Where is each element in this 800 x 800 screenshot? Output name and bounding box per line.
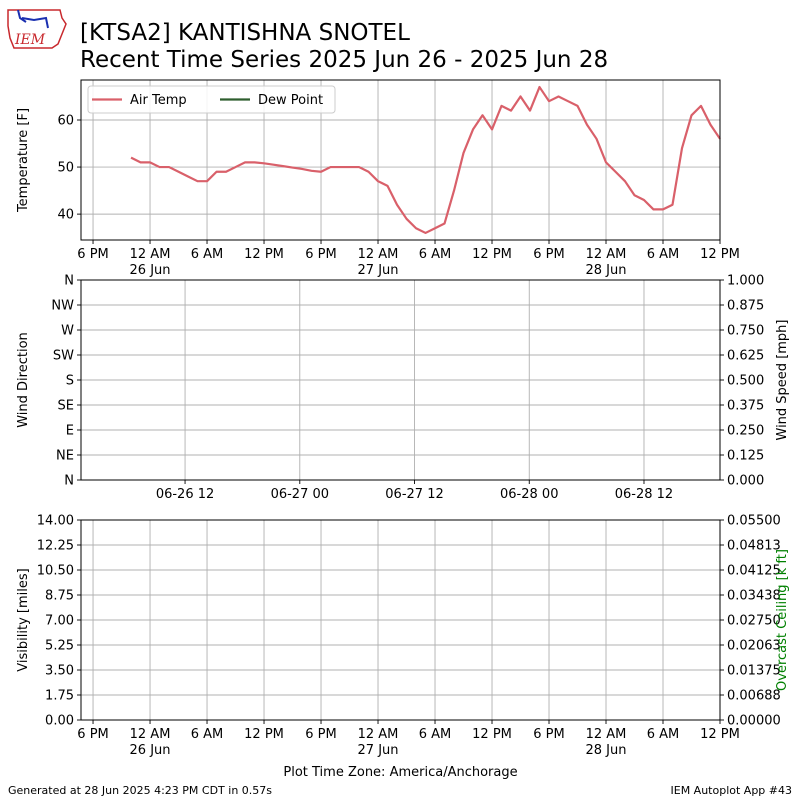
y2-tick-label: 0.02750: [727, 614, 781, 629]
series-line: [130, 85, 721, 235]
y-tick-label: 14.00: [37, 514, 74, 529]
y-tick-label: 8.75: [45, 589, 74, 604]
y2-tick-label: 1.000: [727, 274, 764, 289]
panel: 0.00 1.75 3.50 5.25 7.00 8.75 10.50 12.25 14.00 0…: [16, 514, 790, 781]
x-tick-label: 6 AM: [191, 247, 224, 262]
legend: Air Temp Dew Point: [87, 85, 336, 114]
axes-frame: [80, 519, 721, 721]
x-tick-label: 06-28 00: [500, 487, 558, 502]
footer-left: Generated at 28 Jun 2025 4:23 PM CDT in …: [8, 784, 272, 797]
y2-tick-label: 0.000: [727, 474, 764, 489]
x-tick-label: 12 AM 28 Jun: [586, 727, 627, 758]
x-tick-label: 06-27 12: [385, 487, 443, 502]
y2-tick-label: 0.375: [727, 399, 764, 414]
x-tick-label: 6 AM: [191, 727, 224, 742]
x-tick-label: 6 PM: [533, 727, 564, 742]
y-tick-label: 60: [57, 114, 74, 129]
y2-tick-label: 0.125: [727, 449, 764, 464]
x-tick-label: 6 PM: [305, 247, 336, 262]
y-tick-label: SE: [58, 399, 74, 414]
x-tick-label: 12 PM: [244, 247, 284, 262]
chart-title: [KTSA2] KANTISHNA SNOTEL: [80, 20, 410, 46]
y2-axis-label: Wind Speed [mph]: [775, 320, 790, 441]
x-tick-label: 12 PM: [700, 727, 740, 742]
y-tick-label: 3.50: [45, 664, 74, 679]
y2-tick-label: 0.875: [727, 299, 764, 314]
chart-subtitle: Recent Time Series 2025 Jun 26 - 2025 Ju…: [80, 47, 608, 73]
y-tick-label: 12.25: [37, 539, 74, 554]
y-axis-label: Visibility [miles]: [16, 568, 31, 671]
legend-label: Dew Point: [258, 93, 323, 108]
y-tick-label: E: [66, 424, 74, 439]
y2-tick-label: 0.03438: [727, 589, 781, 604]
y-tick-label: 1.75: [45, 689, 74, 704]
y-tick-label: NW: [51, 299, 74, 314]
logo-icon: [17, 9, 49, 29]
y2-tick-label: 0.04125: [727, 564, 781, 579]
x-tick-label: 6 PM: [77, 247, 108, 262]
x-tick-label: 6 AM: [419, 247, 452, 262]
y-tick-label: SW: [53, 349, 74, 364]
y-tick-label: 0.00: [45, 714, 74, 729]
y2-tick-label: 0.05500: [727, 514, 781, 529]
y2-tick-label: 0.750: [727, 324, 764, 339]
y-tick-label: S: [66, 374, 74, 389]
x-tick-label: 06-26 12: [156, 487, 214, 502]
x-tick-label: 12 AM 26 Jun: [130, 247, 171, 278]
y-tick-label: N: [64, 274, 74, 289]
x-tick-label: 12 AM 27 Jun: [358, 247, 399, 278]
x-tick-label: 12 AM 26 Jun: [130, 727, 171, 758]
y2-tick-label: 0.02063: [727, 639, 781, 654]
x-tick-label: 6 AM: [647, 247, 680, 262]
y2-tick-label: 0.625: [727, 349, 764, 364]
footer-right: IEM Autoplot App #43: [671, 784, 793, 797]
y2-tick-label: 0.500: [727, 374, 764, 389]
y-tick-label: 40: [57, 208, 74, 223]
x-tick-label: 12 AM 27 Jun: [358, 727, 399, 758]
y-axis-label: Temperature [F]: [16, 108, 31, 213]
x-tick-label: 6 PM: [305, 727, 336, 742]
logo-text: IEM: [14, 32, 46, 48]
x-tick-label: 12 PM: [244, 727, 284, 742]
y-tick-label: W: [61, 324, 74, 339]
y-tick-label: NE: [56, 449, 74, 464]
panel: N NE E SE S SW W NW N 0.000 0.125 0.250 0.375 0.500 0.…: [16, 274, 790, 503]
x-tick-label: 12 PM: [700, 247, 740, 262]
y-axis-label: Wind Direction: [16, 332, 31, 428]
y-tick-label: 7.00: [45, 614, 74, 629]
logo: IEM: [7, 9, 67, 49]
y-tick-label: 10.50: [37, 564, 74, 579]
x-tick-label: 6 PM: [77, 727, 108, 742]
y-tick-label: 5.25: [45, 639, 74, 654]
x-tick-label: 6 AM: [647, 727, 680, 742]
x-tick-label: 12 PM: [472, 247, 512, 262]
y2-tick-label: 0.01375: [727, 664, 781, 679]
y-tick-label: N: [64, 474, 74, 489]
y2-tick-label: 0.04813: [727, 539, 781, 554]
x-tick-label: 6 PM: [533, 247, 564, 262]
y2-axis-label: Overcast Ceiling [k ft]: [775, 549, 790, 691]
axes-frame: [80, 279, 721, 481]
y2-tick-label: 0.250: [727, 424, 764, 439]
y2-tick-label: 0.00688: [727, 689, 781, 704]
x-tick-label: 12 PM: [472, 727, 512, 742]
x-tick-label: 06-28 12: [615, 487, 673, 502]
y-tick-label: 50: [57, 161, 74, 176]
legend-label: Air Temp: [130, 93, 187, 108]
y2-tick-label: 0.00000: [727, 714, 781, 729]
legend-box: [87, 85, 336, 114]
panel: 40 50 60 6 PM 12 AM 26 Jun 6 AM 12 PM 6 PM 12 AM 2…: [16, 79, 740, 278]
x-tick-label: 06-27 00: [271, 487, 329, 502]
x-tick-label: 12 AM 28 Jun: [586, 247, 627, 278]
x-axis-label: Plot Time Zone: America/Anchorage: [283, 765, 517, 780]
x-tick-label: 6 AM: [419, 727, 452, 742]
axes-frame: [80, 79, 721, 241]
